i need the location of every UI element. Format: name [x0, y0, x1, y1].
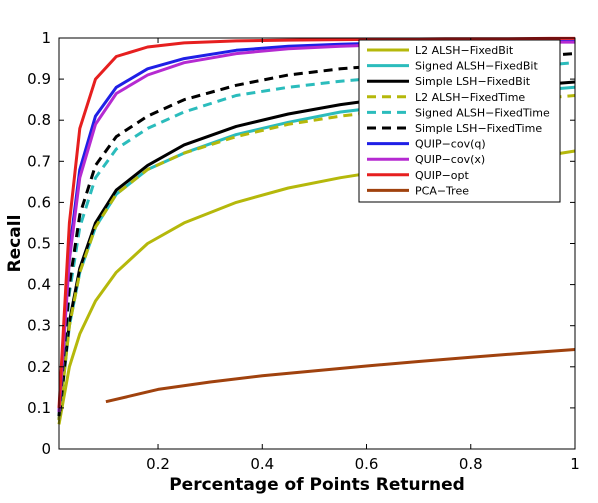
- y-tick-label: 0.6: [27, 193, 51, 211]
- x-tick-label: 1: [570, 455, 580, 473]
- x-tick-label: 0.8: [459, 455, 483, 473]
- y-tick-label: 0.5: [27, 235, 51, 253]
- y-tick-label: 0.8: [27, 111, 51, 129]
- series-line-8: [57, 36, 575, 408]
- legend-label: Simple LSH−FixedTime: [415, 122, 542, 135]
- y-tick-label: 0.4: [27, 276, 51, 294]
- legend-label: Signed ALSH−FixedTime: [415, 106, 550, 119]
- legend-label: Signed ALSH−FixedBit: [415, 60, 538, 73]
- legend-label: Simple LSH−FixedBit: [415, 75, 531, 88]
- legend-label: L2 ALSH−FixedTime: [415, 91, 525, 104]
- y-tick-label: 1: [41, 29, 51, 47]
- y-tick-label: 0.2: [27, 358, 51, 376]
- y-tick-label: 0.9: [27, 70, 51, 88]
- legend-label: QUIP−cov(q): [415, 138, 486, 151]
- x-tick-label: 0.4: [250, 455, 274, 473]
- y-tick-label: 0.3: [27, 317, 51, 335]
- x-axis-label: Percentage of Points Returned: [169, 475, 465, 495]
- legend-label: L2 ALSH−FixedBit: [415, 44, 514, 57]
- legend-label: PCA−Tree: [415, 184, 469, 197]
- y-tick-label: 0.7: [27, 152, 51, 170]
- ticks-layer: 0.2 0.4 0.6 0.8 1 0 0.1 0.2 0.3 0.4 0.5 0.6 0.7 0.8 0.…: [27, 29, 580, 473]
- legend: L2 ALSH−FixedBit Signed ALSH−FixedBit Simp…: [358, 39, 561, 203]
- x-tick-label: 0.6: [355, 455, 379, 473]
- legend-label: QUIP−opt: [415, 169, 470, 182]
- series-line-9: [105, 348, 576, 404]
- legend-label: QUIP−cov(x): [415, 153, 485, 166]
- x-tick-label: 0.2: [146, 455, 170, 473]
- y-tick-label: 0: [41, 440, 51, 458]
- series-line-4: [57, 61, 576, 417]
- y-tick-label: 0.1: [27, 399, 51, 417]
- y-axis-label: Recall: [5, 215, 25, 273]
